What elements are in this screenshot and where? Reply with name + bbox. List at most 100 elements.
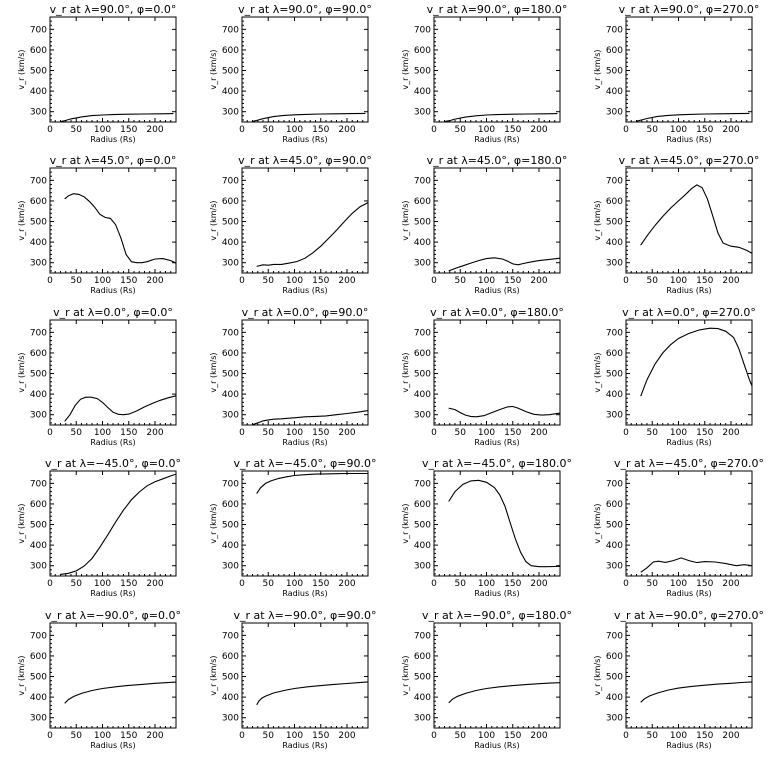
x-tick-label: 100 [670, 125, 687, 135]
plot-frame [433, 622, 561, 729]
y-tick-label: 700 [606, 631, 623, 641]
x-axis-label: Radius (Rs) [282, 741, 327, 750]
y-tick-label: 600 [606, 197, 623, 207]
y-tick-label: 600 [30, 500, 47, 510]
series-line [444, 113, 558, 123]
plot-frame [433, 470, 561, 577]
y-tick-label: 400 [606, 693, 623, 703]
series-line [640, 184, 753, 254]
y-tick-label: 600 [606, 652, 623, 662]
x-tick-label: 200 [146, 428, 163, 438]
y-tick-label: 300 [414, 562, 431, 572]
y-tick-label: 300 [606, 411, 623, 421]
series-line [256, 202, 369, 267]
series-line [60, 113, 174, 123]
y-tick-label: 300 [222, 714, 239, 724]
x-tick-label: 150 [504, 579, 521, 589]
series-line [636, 112, 750, 122]
subplot-9: v_r at λ=0.0°, φ=0.0° 0 50 100 150 200 300 400 5… [17, 306, 177, 447]
subplot-15: v_r at λ=−45.0°, φ=180.0° 0 50 100 150 200 300… [401, 457, 572, 598]
series-line [256, 681, 369, 706]
x-tick-label: 200 [530, 428, 547, 438]
subplot-13: v_r at λ=−45.0°, φ=0.0° 0 50 100 150 200 300 40… [17, 457, 181, 598]
x-tick-label: 50 [263, 276, 275, 286]
x-tick-label: 150 [312, 125, 329, 135]
subplot-10: v_r at λ=0.0°, φ=90.0° 0 50 100 150 200 300 400… [209, 306, 369, 447]
y-tick-label: 300 [30, 714, 47, 724]
x-tick-label: 150 [696, 428, 713, 438]
x-tick-label: 150 [312, 428, 329, 438]
x-tick-label: 200 [722, 125, 739, 135]
y-tick-label: 600 [414, 46, 431, 56]
y-tick-label: 400 [30, 87, 47, 97]
x-tick-label: 50 [263, 579, 275, 589]
x-tick-label: 0 [47, 125, 53, 135]
x-tick-label: 0 [239, 428, 245, 438]
subplot-7: v_r at λ=45.0°, φ=180.0° 0 50 100 150 200 300 4… [401, 154, 567, 295]
y-tick-label: 700 [606, 25, 623, 35]
y-tick-label: 700 [222, 25, 239, 35]
subplot-17: v_r at λ=−90.0°, φ=0.0° 0 50 100 150 200 300 40… [17, 609, 181, 750]
series-line [640, 557, 753, 573]
x-tick-label: 100 [286, 579, 303, 589]
x-axis-label: Radius (Rs) [282, 286, 327, 295]
y-tick-label: 400 [30, 693, 47, 703]
x-tick-label: 0 [47, 579, 53, 589]
series-line [64, 193, 177, 264]
x-tick-label: 50 [71, 428, 83, 438]
y-tick-label: 500 [222, 218, 239, 228]
subplot-title: v_r at λ=45.0°, φ=270.0° [619, 154, 760, 167]
series-line [448, 682, 561, 704]
series-line [448, 405, 561, 418]
x-tick-label: 200 [530, 276, 547, 286]
x-tick-label: 0 [431, 125, 437, 135]
y-tick-label: 600 [222, 652, 239, 662]
subplot-2: v_r at λ=90.0°, φ=90.0° 0 50 100 150 200 300 40… [209, 3, 372, 144]
x-tick-label: 50 [647, 428, 659, 438]
subplot-title: v_r at λ=−90.0°, φ=90.0° [234, 609, 377, 622]
x-tick-label: 200 [338, 579, 355, 589]
x-tick-label: 150 [504, 428, 521, 438]
x-tick-label: 0 [239, 125, 245, 135]
x-axis-label: Radius (Rs) [90, 135, 135, 144]
y-tick-label: 300 [222, 259, 239, 269]
y-tick-label: 600 [414, 500, 431, 510]
y-axis-label: v_r (km/s) [209, 655, 218, 695]
x-tick-label: 100 [478, 276, 495, 286]
y-tick-label: 500 [414, 67, 431, 77]
x-tick-label: 0 [47, 731, 53, 741]
subplot-title: v_r at λ=0.0°, φ=270.0° [622, 306, 756, 319]
y-tick-label: 400 [414, 390, 431, 400]
subplot-3: v_r at λ=90.0°, φ=180.0° 0 50 100 150 200 300 4… [401, 3, 567, 144]
y-tick-label: 700 [606, 176, 623, 186]
x-axis-label: Radius (Rs) [90, 286, 135, 295]
plot-frame [433, 167, 561, 274]
y-tick-label: 300 [414, 108, 431, 118]
x-tick-label: 150 [312, 579, 329, 589]
series-line [256, 472, 368, 494]
y-tick-label: 500 [222, 673, 239, 683]
x-tick-label: 150 [312, 276, 329, 286]
subplot-title: v_r at λ=−90.0°, φ=270.0° [614, 609, 764, 622]
x-tick-label: 50 [455, 125, 467, 135]
x-tick-label: 100 [478, 428, 495, 438]
x-tick-label: 150 [120, 731, 137, 741]
x-tick-label: 50 [263, 125, 275, 135]
x-tick-label: 150 [120, 428, 137, 438]
x-tick-label: 200 [722, 428, 739, 438]
x-tick-label: 200 [146, 276, 163, 286]
x-axis-label: Radius (Rs) [90, 438, 135, 447]
y-tick-label: 300 [222, 108, 239, 118]
y-tick-label: 500 [222, 370, 239, 380]
y-axis-label: v_r (km/s) [209, 503, 218, 543]
y-tick-label: 400 [606, 238, 623, 248]
x-tick-label: 200 [722, 276, 739, 286]
x-tick-label: 100 [670, 731, 687, 741]
plot-frame [241, 16, 369, 123]
x-tick-label: 150 [696, 731, 713, 741]
x-tick-label: 200 [530, 579, 547, 589]
y-tick-label: 700 [30, 25, 47, 35]
x-tick-label: 0 [431, 428, 437, 438]
plot-frame [241, 167, 369, 274]
y-tick-label: 400 [222, 390, 239, 400]
